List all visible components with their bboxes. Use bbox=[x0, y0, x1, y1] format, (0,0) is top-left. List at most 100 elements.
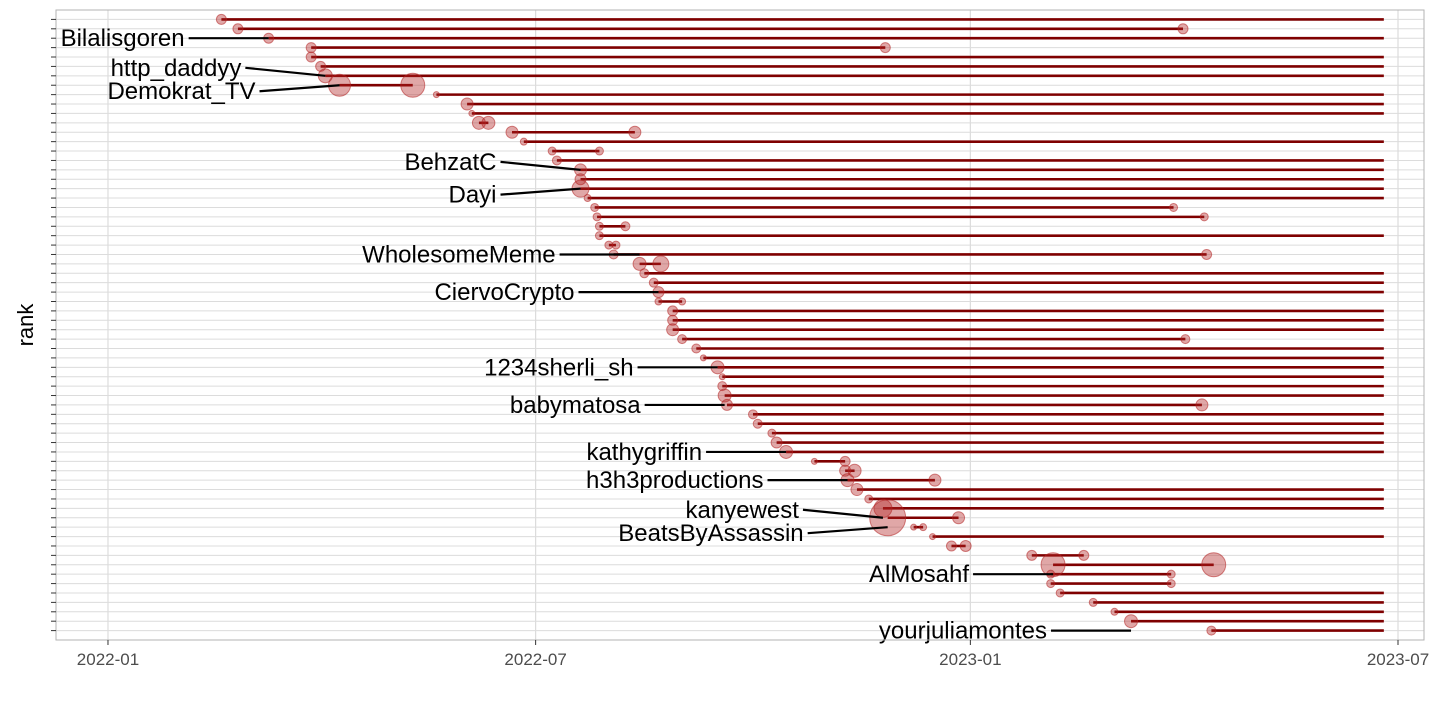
data-point bbox=[678, 297, 687, 306]
data-point bbox=[460, 97, 474, 111]
data-point bbox=[654, 297, 663, 306]
line-layer bbox=[221, 18, 1384, 632]
point-layer bbox=[215, 13, 1227, 636]
leader-layer bbox=[188, 37, 1132, 632]
data-point bbox=[628, 125, 642, 139]
data-point bbox=[810, 457, 818, 465]
data-point bbox=[604, 240, 614, 250]
data-point bbox=[1201, 552, 1227, 578]
annotation-label: babymatosa bbox=[510, 392, 641, 419]
data-point bbox=[432, 91, 440, 99]
annotation-label: WholesomeMeme bbox=[362, 241, 555, 268]
x-tick-label: 2022-01 bbox=[77, 650, 139, 669]
data-point bbox=[1169, 202, 1179, 212]
data-point bbox=[1055, 588, 1065, 598]
annotation-label: Bilalisgoren bbox=[61, 25, 185, 52]
annotation-leader bbox=[500, 160, 581, 171]
data-point bbox=[717, 381, 728, 392]
annotation-leader bbox=[259, 84, 340, 93]
data-point bbox=[928, 473, 942, 487]
data-point bbox=[481, 115, 496, 130]
data-point bbox=[847, 463, 862, 478]
data-point bbox=[879, 42, 891, 54]
data-point bbox=[620, 221, 631, 232]
data-point bbox=[592, 212, 602, 222]
data-point bbox=[666, 323, 680, 337]
data-point bbox=[505, 125, 519, 139]
data-point bbox=[1201, 248, 1213, 260]
data-point bbox=[305, 51, 317, 63]
axis-layer: 2022-01 2022-07 2023-01 2023-07 bbox=[51, 18, 1429, 669]
data-point bbox=[1166, 579, 1176, 589]
x-tick-label: 2023-07 bbox=[1367, 650, 1429, 669]
data-point bbox=[551, 155, 562, 166]
annotation-label: h3h3productions bbox=[586, 467, 763, 494]
data-point bbox=[1078, 549, 1090, 561]
data-point bbox=[699, 354, 707, 362]
annotation-label: AlMosahf bbox=[869, 561, 969, 588]
data-point bbox=[305, 42, 317, 54]
data-point bbox=[648, 277, 659, 288]
data-point bbox=[929, 533, 937, 541]
annotation-leader bbox=[245, 66, 326, 77]
data-point bbox=[752, 418, 763, 429]
data-point bbox=[594, 231, 604, 241]
data-point bbox=[864, 494, 874, 504]
data-point bbox=[770, 436, 783, 449]
data-point bbox=[1166, 569, 1176, 579]
data-point bbox=[1088, 597, 1098, 607]
data-point bbox=[718, 373, 726, 381]
data-point bbox=[910, 523, 918, 531]
data-point bbox=[611, 240, 621, 250]
annotation-label: 1234sherli_sh bbox=[484, 354, 633, 381]
data-point bbox=[945, 540, 957, 552]
data-point bbox=[574, 173, 587, 186]
data-point bbox=[1040, 552, 1066, 578]
annotation-label: Dayi bbox=[449, 182, 497, 209]
data-point bbox=[232, 23, 244, 35]
annotation-label: BeatsByAssassin bbox=[618, 520, 803, 547]
annotation-label: yourjuliamontes bbox=[879, 618, 1047, 645]
data-point bbox=[850, 483, 864, 497]
annotation-label: Demokrat_TV bbox=[107, 78, 255, 105]
data-point bbox=[652, 255, 670, 273]
data-point bbox=[767, 428, 777, 438]
data-point bbox=[215, 13, 227, 25]
data-point bbox=[691, 343, 702, 354]
data-point bbox=[471, 115, 486, 130]
x-tick-label: 2022-07 bbox=[504, 650, 566, 669]
data-point bbox=[1110, 607, 1119, 616]
data-point bbox=[639, 268, 650, 279]
data-point bbox=[667, 314, 679, 326]
data-point bbox=[468, 109, 476, 117]
data-point bbox=[594, 221, 604, 231]
data-point bbox=[594, 146, 604, 156]
data-point bbox=[919, 523, 928, 532]
data-point bbox=[1026, 549, 1038, 561]
data-point bbox=[677, 334, 688, 345]
annotation-leader bbox=[802, 508, 884, 519]
data-point bbox=[519, 137, 528, 146]
annotation-leader bbox=[807, 526, 888, 535]
data-point bbox=[1046, 579, 1056, 589]
data-point bbox=[547, 146, 557, 156]
annotation-label: kathygriffin bbox=[586, 439, 702, 466]
data-point bbox=[400, 72, 426, 98]
annotation-label: kanyewest bbox=[686, 497, 800, 524]
panel-border bbox=[55, 9, 1425, 641]
annotation-label: BehzatC bbox=[404, 149, 496, 176]
data-point bbox=[747, 409, 758, 420]
data-point bbox=[1177, 23, 1189, 35]
data-point bbox=[632, 256, 647, 271]
data-point bbox=[952, 511, 966, 525]
data-point bbox=[667, 305, 679, 317]
data-point bbox=[590, 202, 600, 212]
data-point bbox=[1195, 398, 1209, 412]
data-point bbox=[717, 388, 732, 403]
data-point bbox=[1124, 614, 1139, 629]
x-tick-label: 2023-01 bbox=[939, 650, 1001, 669]
annotation-leader bbox=[500, 187, 581, 196]
